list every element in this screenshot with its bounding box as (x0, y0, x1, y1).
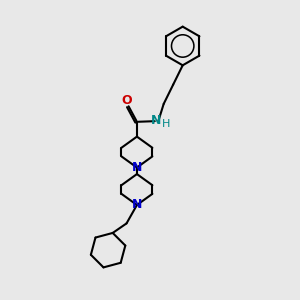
Text: N: N (151, 114, 161, 127)
Text: H: H (162, 118, 170, 128)
Text: N: N (132, 161, 142, 174)
Text: N: N (132, 199, 142, 212)
Text: O: O (122, 94, 132, 107)
